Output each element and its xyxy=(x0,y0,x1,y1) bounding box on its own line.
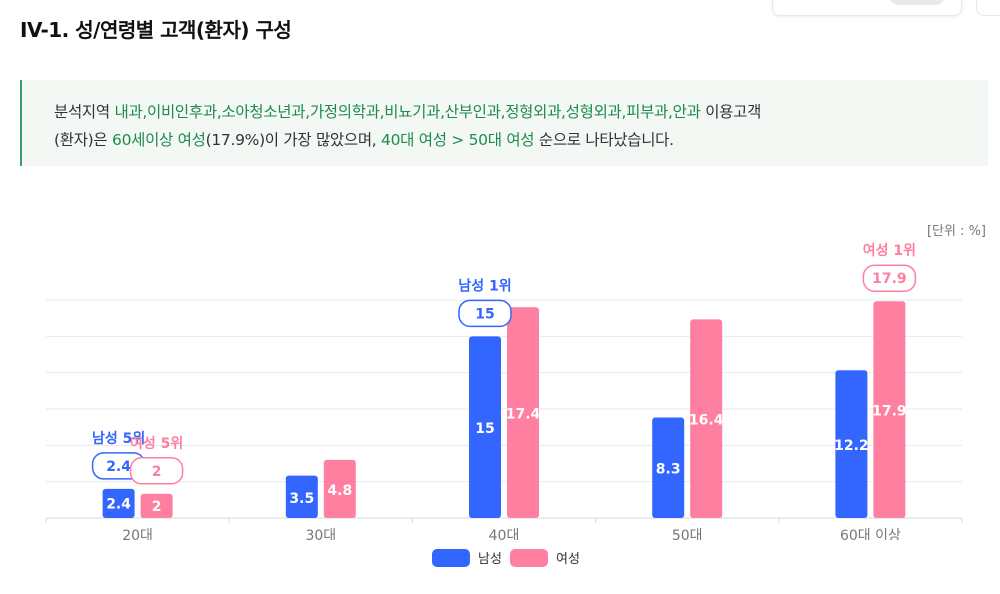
summary-line2-segment: (17.9%)이 가장 많았으며, xyxy=(205,131,382,149)
summary-line2-segment: (환자)은 xyxy=(54,131,113,149)
legend-item-female[interactable]: 여성 xyxy=(510,548,580,567)
top-control-box[interactable] xyxy=(772,0,962,16)
bar-male xyxy=(469,336,501,518)
summary-line1-segment: 내과,이비인후과,소아청소년과,가정의학과,비뇨기과,산부인과,정형외과,성형외… xyxy=(114,103,701,121)
bar-value-label: 2.4 xyxy=(106,496,131,512)
top-control-box-2[interactable] xyxy=(976,0,1000,16)
bar-value-label: 2 xyxy=(152,499,162,515)
bar-female xyxy=(507,307,539,518)
callout-value: 2.4 xyxy=(106,459,131,475)
legend: 남성 여성 xyxy=(0,548,1000,570)
bar-male xyxy=(652,417,685,518)
bar-value-label: 4.8 xyxy=(327,483,352,499)
bar-value-label: 15 xyxy=(475,421,494,437)
summary-line-2: (환자)은 60세이상 여성(17.9%)이 가장 많았으며, 40대 여성 >… xyxy=(54,126,988,154)
page-title: IV-1. 성/연령별 고객(환자) 구성 xyxy=(20,18,292,42)
bar-chart: 2.4 2 20대 3.5 4.8 30대 15 17.4 40대 8.3 16.4 50대 12.2 1… xyxy=(45,242,963,540)
x-tick-label: 60대 이상 xyxy=(840,528,901,540)
callout-badge xyxy=(458,299,512,328)
bar-male xyxy=(285,475,318,518)
callout-value: 15 xyxy=(475,306,494,322)
callout-rank-label: 여성 1위 xyxy=(863,242,916,259)
bar-value-label: 3.5 xyxy=(289,491,314,507)
callout-badge xyxy=(862,264,917,292)
summary-line2-segment: 40대 여성 > 50대 여성 xyxy=(381,131,535,149)
summary-line1-segment: 이용고객 xyxy=(700,103,762,121)
legend-swatch-male xyxy=(432,548,470,567)
summary-line2-segment: 순으로 나타났습니다. xyxy=(534,131,674,149)
unit-label: [단위 : %] xyxy=(926,224,986,239)
x-tick-label: 20대 xyxy=(122,528,153,540)
bar-female xyxy=(690,319,723,518)
bar-value-label: 17.9 xyxy=(872,404,907,420)
x-tick-label: 50대 xyxy=(672,528,703,540)
x-tick-label: 40대 xyxy=(489,528,520,540)
callout-value: 17.9 xyxy=(872,271,907,287)
bar-value-label: 12.2 xyxy=(834,438,869,454)
summary-box: 분석지역 내과,이비인후과,소아청소년과,가정의학과,비뇨기과,산부인과,정형외… xyxy=(20,80,988,166)
summary-line2-segment: 60세이상 여성 xyxy=(112,131,206,149)
x-tick-label: 30대 xyxy=(305,528,336,540)
bar-male xyxy=(102,488,135,518)
callout-rank-label: 남성 5위 xyxy=(92,430,145,447)
bar-value-label: 8.3 xyxy=(656,462,681,478)
bar-female xyxy=(140,493,173,518)
top-control-pill[interactable] xyxy=(889,0,945,5)
callout-rank-label: 여성 5위 xyxy=(130,435,183,452)
legend-label-female: 여성 xyxy=(556,552,580,567)
summary-line1-segment: 분석지역 xyxy=(54,103,115,121)
bar-value-label: 17.4 xyxy=(506,407,541,423)
legend-swatch-female xyxy=(510,548,548,567)
callout-badge xyxy=(129,457,184,485)
bar-value-label: 16.4 xyxy=(689,413,724,429)
bar-female xyxy=(873,301,906,518)
legend-label-male: 남성 xyxy=(478,552,502,567)
callout-rank-label: 남성 1위 xyxy=(458,277,511,294)
summary-line-1: 분석지역 내과,이비인후과,소아청소년과,가정의학과,비뇨기과,산부인과,정형외… xyxy=(54,98,988,126)
bar-female xyxy=(323,459,356,518)
bar-male xyxy=(835,370,868,518)
callout-value: 2 xyxy=(152,464,162,480)
legend-item-male[interactable]: 남성 xyxy=(432,548,502,567)
